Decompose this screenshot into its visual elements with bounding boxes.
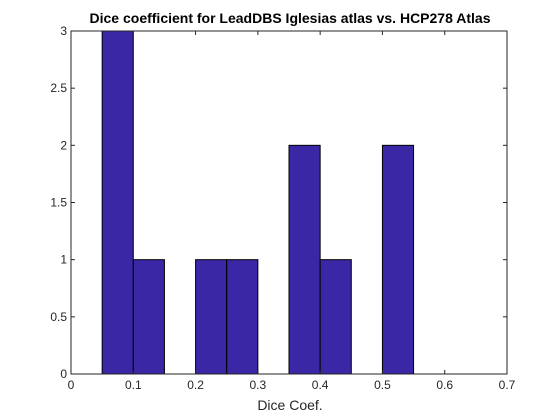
x-tick-label-2: 0.2 <box>187 378 204 392</box>
y-tick-label-0: 0 <box>60 367 67 381</box>
histogram-bar-1 <box>132 259 165 375</box>
x-axis-label: Dice Coef. <box>257 397 322 413</box>
chart-title: Dice coefficient for LeadDBS Iglesias at… <box>90 10 491 26</box>
x-tick-label-5: 0.5 <box>374 378 391 392</box>
ticks-group: 0 0.1 0.2 0.3 0.4 0.5 0.6 0.7 0 0.5 1 1.5 2 2.5 3 <box>50 24 515 392</box>
x-tick-label-6: 0.6 <box>436 378 453 392</box>
x-tick-label-7: 0.7 <box>499 378 516 392</box>
histogram-bar-6 <box>288 144 321 375</box>
bars-group <box>101 30 415 375</box>
x-tick-label-0: 0 <box>68 378 75 392</box>
histogram-bar-0 <box>101 30 134 375</box>
y-tick-label-4: 2 <box>60 138 67 152</box>
histogram-bar-3 <box>195 259 228 375</box>
histogram-bar-7 <box>319 259 352 375</box>
histogram-bar-4 <box>226 259 259 375</box>
histogram-bar-9 <box>381 144 415 375</box>
x-tick-label-4: 0.4 <box>312 378 329 392</box>
x-tick-label-1: 0.1 <box>125 378 142 392</box>
x-tick-label-3: 0.3 <box>250 378 267 392</box>
y-tick-label-1: 0.5 <box>50 310 67 324</box>
y-tick-label-3: 1.5 <box>50 196 67 210</box>
y-tick-label-5: 2.5 <box>50 81 67 95</box>
y-tick-label-6: 3 <box>60 24 67 38</box>
y-tick-label-2: 1 <box>60 253 67 267</box>
